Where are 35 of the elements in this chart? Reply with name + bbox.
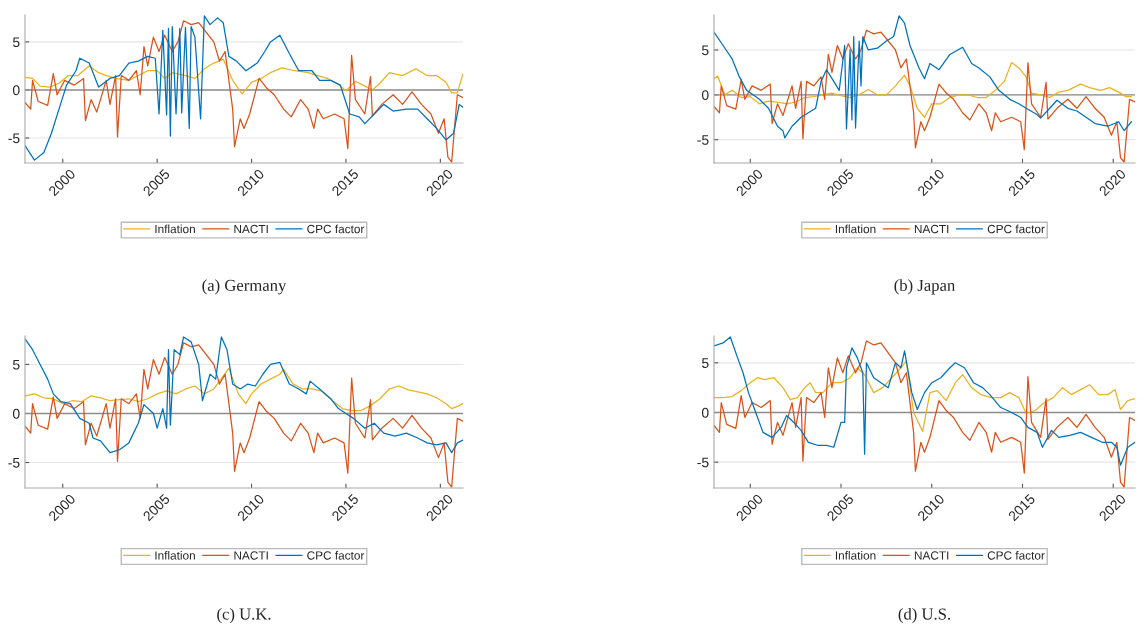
legend-label: Inflation [155,550,195,560]
line-series [25,58,463,95]
legend-label: CPC factor [987,551,1045,560]
y-tick-label: -5 [8,133,20,144]
legend-label: Inflation [835,550,876,560]
y-tick-label: -5 [697,135,709,145]
legend-label: NACTI [234,224,268,234]
legend-label: NACTI [914,551,949,560]
line-series [714,360,1135,432]
y-tick-label: 5 [12,359,20,370]
y-tick-label: 0 [701,90,709,100]
y-tick-label: -5 [8,457,20,468]
y-tick-label: 0 [701,407,709,418]
y-tick-label: 5 [12,37,20,48]
y-tick-label: 5 [701,45,709,56]
line-series [25,336,463,454]
y-tick-label: 0 [12,408,20,419]
line-series [25,367,463,412]
legend-label: NACTI [914,224,949,234]
line-series [714,336,1135,466]
legend-label: CPC factor [307,224,365,234]
legend-label: Inflation [835,224,876,234]
text: (b) Japan [894,279,956,295]
y-tick-label: 5 [701,358,709,368]
y-tick-label: 0 [12,85,20,96]
y-tick-label: -5 [697,457,709,468]
text: (c) U.K. [217,607,271,624]
legend-label: Inflation [155,224,195,234]
text: (d) U.S. [898,607,951,624]
legend-label: NACTI [234,551,268,560]
legend-label: CPC factor [987,224,1045,234]
line-series [714,61,1132,118]
line-series [714,15,1132,139]
legend-label: CPC factor [307,551,365,560]
text: (a) Germany [202,279,287,295]
